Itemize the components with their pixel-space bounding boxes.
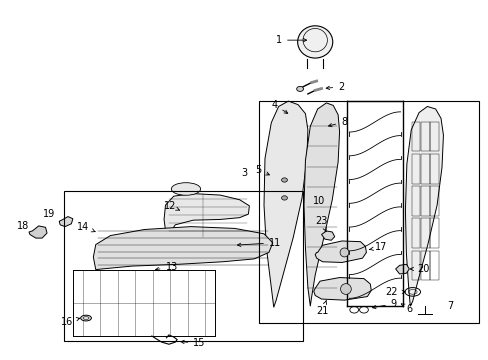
Ellipse shape xyxy=(339,248,348,257)
Bar xyxy=(411,154,419,184)
Polygon shape xyxy=(59,217,73,226)
Text: 7: 7 xyxy=(447,301,453,311)
Text: 12: 12 xyxy=(163,201,179,211)
Text: 10: 10 xyxy=(312,196,325,206)
Polygon shape xyxy=(304,103,339,306)
Bar xyxy=(64,191,303,341)
Bar xyxy=(411,219,419,248)
Polygon shape xyxy=(163,194,249,237)
Text: 19: 19 xyxy=(43,209,55,219)
Text: 20: 20 xyxy=(409,264,429,274)
Polygon shape xyxy=(395,264,408,274)
Text: 8: 8 xyxy=(328,117,346,127)
Bar xyxy=(429,154,438,184)
Ellipse shape xyxy=(171,183,200,195)
Bar xyxy=(420,186,428,216)
Text: 18: 18 xyxy=(17,221,29,231)
Bar xyxy=(259,101,478,323)
Polygon shape xyxy=(93,226,272,270)
Polygon shape xyxy=(315,241,366,262)
Text: 22: 22 xyxy=(385,287,405,297)
Ellipse shape xyxy=(340,284,350,294)
Text: 4: 4 xyxy=(271,100,287,113)
Bar xyxy=(411,122,419,151)
Polygon shape xyxy=(264,101,307,307)
Text: 9: 9 xyxy=(372,299,396,309)
Bar xyxy=(420,154,428,184)
Bar xyxy=(420,251,428,280)
Text: 6: 6 xyxy=(401,304,412,314)
Bar xyxy=(429,122,438,151)
Text: 5: 5 xyxy=(255,165,269,175)
Polygon shape xyxy=(321,231,334,240)
Bar xyxy=(429,219,438,248)
Ellipse shape xyxy=(81,315,91,321)
Bar xyxy=(420,219,428,248)
Circle shape xyxy=(296,86,303,91)
Text: 17: 17 xyxy=(369,242,387,252)
Bar xyxy=(411,251,419,280)
Bar xyxy=(411,186,419,216)
Text: 1: 1 xyxy=(275,35,306,45)
Text: 2: 2 xyxy=(325,82,344,92)
Bar xyxy=(420,122,428,151)
Bar xyxy=(429,251,438,280)
Text: 16: 16 xyxy=(61,317,80,327)
Text: 15: 15 xyxy=(181,338,205,348)
Circle shape xyxy=(281,196,287,200)
Polygon shape xyxy=(313,278,370,300)
Bar xyxy=(429,186,438,216)
Ellipse shape xyxy=(297,26,332,58)
Text: 21: 21 xyxy=(316,301,328,316)
Circle shape xyxy=(281,178,287,182)
Polygon shape xyxy=(29,226,47,238)
Text: 3: 3 xyxy=(240,168,246,178)
Text: 14: 14 xyxy=(77,222,95,232)
Text: 11: 11 xyxy=(237,238,281,248)
Text: 13: 13 xyxy=(155,262,178,272)
Polygon shape xyxy=(405,107,443,306)
Text: 23: 23 xyxy=(315,216,327,231)
